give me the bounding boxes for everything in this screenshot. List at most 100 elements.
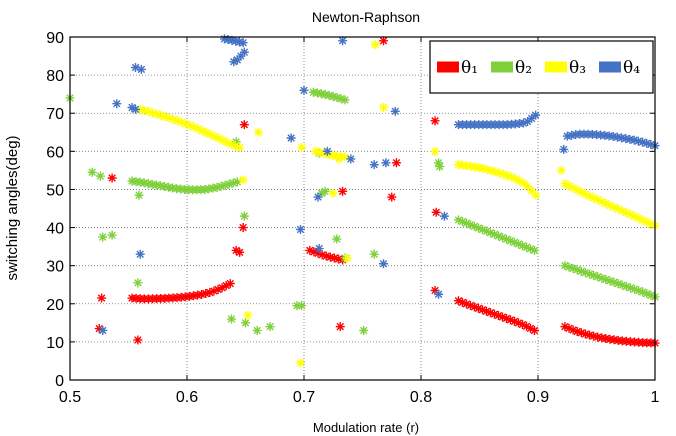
theta-3-point	[531, 190, 541, 200]
theta-1-point	[473, 303, 483, 313]
theta-3-point	[514, 176, 524, 186]
theta-3-point	[172, 116, 182, 126]
theta-2-point	[517, 241, 527, 251]
theta-3-point	[315, 147, 325, 157]
theta-2-point	[359, 325, 369, 335]
theta-2-point	[461, 218, 471, 228]
theta-3-point	[143, 107, 153, 117]
theta-3-point	[319, 149, 329, 159]
theta-4-point	[231, 36, 241, 46]
theta-3-point	[328, 188, 338, 198]
theta-2-point	[638, 287, 648, 297]
theta-1-point	[521, 321, 531, 331]
theta-2-point	[292, 301, 302, 311]
theta-3-point	[297, 143, 307, 153]
theta-4-point	[229, 57, 239, 67]
theta-3-point	[617, 206, 627, 216]
theta-1-point	[197, 289, 207, 299]
theta-2-point	[568, 263, 578, 273]
theta-1-point	[309, 247, 319, 257]
theta-4-point	[238, 38, 248, 48]
theta-1-point	[568, 325, 578, 335]
theta-2-point	[87, 167, 97, 177]
theta-2-point	[513, 239, 523, 249]
theta-3-point	[295, 358, 305, 368]
theta-3-point	[168, 114, 178, 124]
theta-3-point	[568, 183, 578, 193]
theta-2-point	[332, 93, 342, 103]
theta-3-point	[238, 175, 248, 185]
theta-2-point	[593, 272, 603, 282]
theta-1-point	[513, 318, 523, 328]
theta-1-point	[387, 192, 397, 202]
theta-2-point	[155, 181, 165, 191]
x-axis-label: Modulation rate (r)	[313, 420, 419, 435]
theta-1-point	[481, 306, 491, 316]
theta-4-point	[236, 51, 246, 61]
theta-4-point	[286, 133, 296, 143]
theta-3-point	[370, 40, 380, 50]
theta-2-point	[265, 322, 275, 332]
theta-4-point	[527, 113, 537, 123]
theta-2-point	[133, 278, 143, 288]
theta-1-point	[97, 293, 107, 303]
theta-3-point	[135, 104, 145, 114]
theta-4-point	[562, 131, 572, 141]
theta-3-point	[235, 143, 245, 153]
theta-1-point	[338, 186, 348, 196]
theta-2-point	[328, 92, 338, 102]
theta-1-point	[430, 285, 440, 295]
theta-2-point	[493, 231, 503, 241]
theta-3-point	[621, 208, 631, 218]
theta-3-point	[181, 119, 191, 129]
theta-4-point	[369, 160, 379, 170]
theta-3-point	[646, 219, 656, 229]
theta-1-point	[205, 288, 215, 298]
theta-3-point	[601, 199, 611, 209]
theta-3-point	[630, 211, 640, 221]
theta-2-point	[320, 186, 330, 196]
theta-4-point	[131, 104, 141, 114]
theta-2-point	[107, 230, 117, 240]
theta-2-point	[576, 266, 586, 276]
theta-3-point	[206, 130, 216, 140]
theta-2-point	[204, 184, 214, 194]
theta-1-point	[517, 319, 527, 329]
theta-2-point	[646, 290, 656, 300]
theta-4-point	[219, 34, 229, 44]
theta-2-point	[151, 180, 161, 190]
theta-1-point	[217, 283, 227, 293]
theta-4-point	[227, 35, 237, 45]
theta-2-point	[564, 262, 574, 272]
theta-1-point	[213, 284, 223, 294]
theta-3-point	[189, 122, 199, 132]
theta-1-point	[505, 315, 515, 325]
theta-3-point	[502, 171, 512, 181]
theta-3-point	[523, 181, 533, 191]
theta-2-point	[621, 281, 631, 291]
theta-4-point	[608, 131, 618, 141]
theta-2-point	[252, 325, 262, 335]
theta-2-point	[239, 211, 249, 221]
theta-2-point	[572, 265, 582, 275]
theta-1-point	[94, 324, 104, 334]
theta-4-point	[223, 35, 233, 45]
theta-3-point	[560, 179, 570, 189]
theta-3-point	[311, 146, 321, 156]
theta-1-point	[225, 279, 235, 289]
theta-4-point	[232, 55, 242, 65]
theta-3-point	[625, 209, 635, 219]
theta-1-point	[564, 323, 574, 333]
theta-1-point	[584, 330, 594, 340]
theta-4-point	[131, 62, 141, 72]
theta-3-point	[589, 193, 599, 203]
theta-1-point	[325, 252, 335, 262]
theta-2-point	[224, 179, 234, 189]
theta-2-point	[316, 89, 326, 99]
theta-3-point	[593, 195, 603, 205]
theta-2-point	[340, 95, 350, 105]
y-tick-label: 70	[46, 106, 64, 123]
theta-1-point	[379, 36, 389, 46]
theta-4-point	[629, 135, 639, 145]
theta-1-point	[305, 245, 315, 255]
